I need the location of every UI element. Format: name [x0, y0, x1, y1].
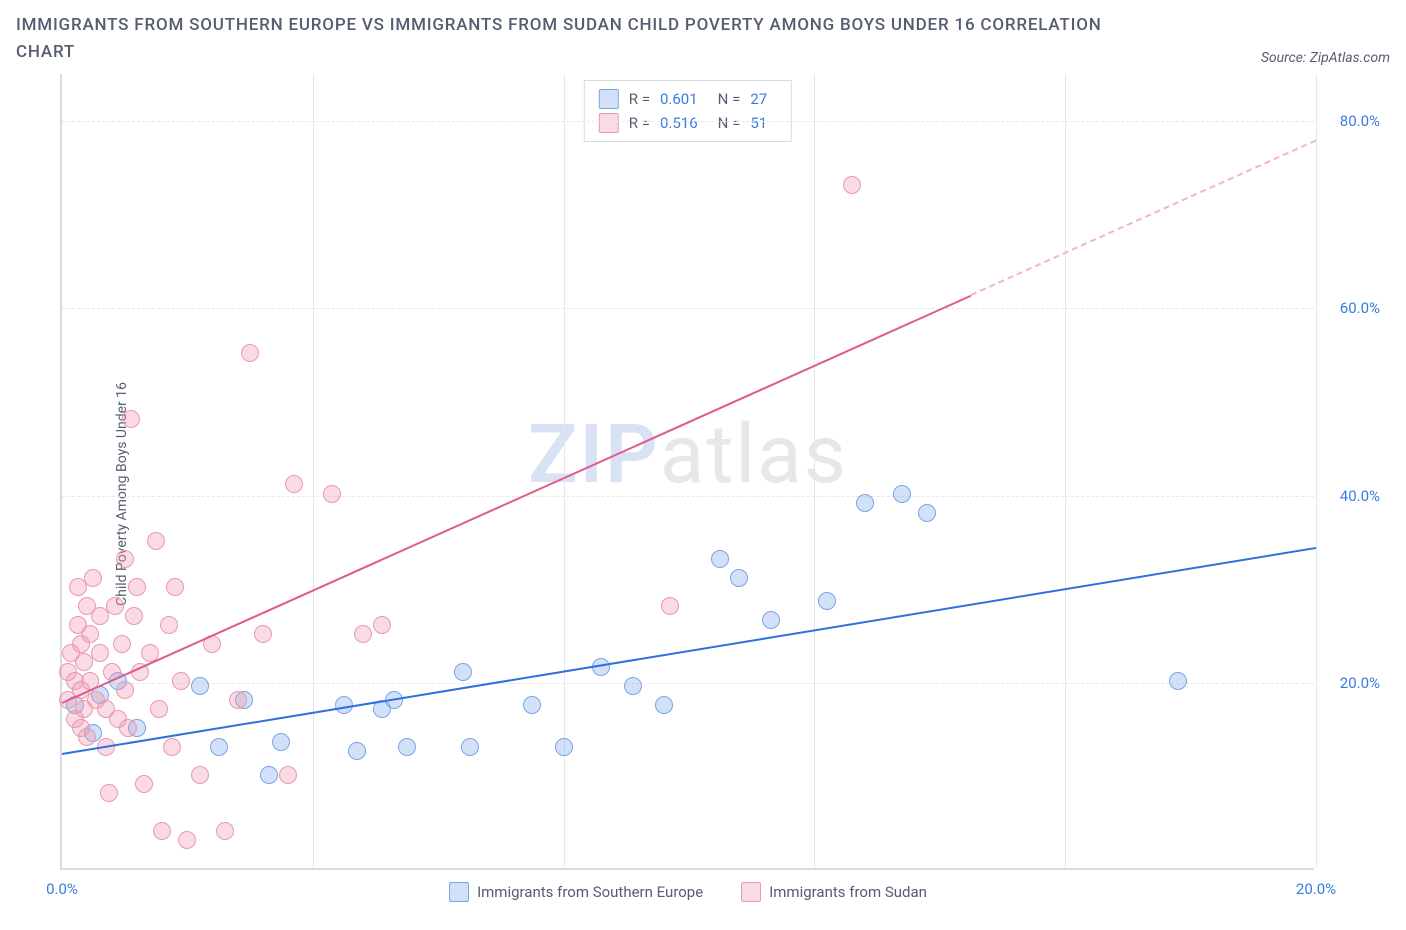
- series-legend: Immigrants from Southern Europe Immigrant…: [62, 882, 1314, 902]
- data-point: [166, 578, 184, 596]
- data-point: [354, 625, 372, 643]
- data-point: [661, 597, 679, 615]
- data-point: [762, 611, 780, 629]
- stat-r-label: R =: [629, 90, 650, 108]
- plot-area: ZIPatlas R = 0.601N = 27R = 0.516N = 51 …: [60, 74, 1314, 870]
- trendline: [62, 295, 972, 704]
- vertical-gridline: [814, 74, 815, 868]
- legend-item: Immigrants from Southern Europe: [449, 882, 703, 902]
- legend-swatch: [449, 882, 469, 902]
- chart-header: IMMIGRANTS FROM SOUTHERN EUROPE VS IMMIG…: [16, 12, 1390, 66]
- data-point: [555, 738, 573, 756]
- data-point: [191, 766, 209, 784]
- vertical-gridline: [1065, 74, 1066, 868]
- data-point: [241, 344, 259, 362]
- watermark-zip: ZIP: [528, 407, 660, 503]
- data-point: [655, 696, 673, 714]
- data-point: [153, 822, 171, 840]
- data-point: [523, 696, 541, 714]
- data-point: [260, 766, 278, 784]
- data-point: [818, 592, 836, 610]
- x-tick-label: 20.0%: [1296, 880, 1336, 898]
- correlation-stats-box: R = 0.601 N = 27 R = 0.516 N = 51: [584, 80, 792, 142]
- data-point: [1169, 672, 1187, 690]
- data-point: [91, 644, 109, 662]
- data-point: [216, 822, 234, 840]
- stat-r-value: 0.601: [660, 90, 698, 108]
- legend-label: Immigrants from Southern Europe: [477, 883, 703, 901]
- data-point: [150, 700, 168, 718]
- data-point: [210, 738, 228, 756]
- data-point: [116, 550, 134, 568]
- legend-label: Immigrants from Sudan: [769, 883, 927, 901]
- stat-n-value: 27: [750, 90, 767, 108]
- data-point: [163, 738, 181, 756]
- data-point: [128, 578, 146, 596]
- trendline-dashed: [971, 140, 1317, 296]
- data-point: [122, 410, 140, 428]
- y-tick-label: 40.0%: [1340, 487, 1380, 505]
- trendline: [62, 547, 1316, 755]
- data-point: [373, 616, 391, 634]
- data-point: [272, 733, 290, 751]
- data-point: [191, 677, 209, 695]
- data-point: [100, 784, 118, 802]
- stat-r-value: 0.516: [660, 114, 698, 132]
- data-point: [113, 635, 131, 653]
- data-point: [81, 625, 99, 643]
- data-point: [78, 728, 96, 746]
- source-attribution: Source: ZipAtlas.com: [1261, 50, 1390, 66]
- data-point: [279, 766, 297, 784]
- series-swatch: [599, 113, 619, 133]
- data-point: [461, 738, 479, 756]
- stat-n-label: N =: [718, 114, 741, 132]
- data-point: [285, 475, 303, 493]
- data-point: [918, 504, 936, 522]
- data-point: [135, 775, 153, 793]
- vertical-gridline: [313, 74, 314, 868]
- data-point: [348, 742, 366, 760]
- horizontal-gridline: [62, 121, 1314, 122]
- data-point: [454, 663, 472, 681]
- data-point: [323, 485, 341, 503]
- data-point: [178, 831, 196, 849]
- vertical-gridline: [1316, 74, 1317, 868]
- data-point: [116, 681, 134, 699]
- stat-r-label: R =: [629, 114, 650, 132]
- horizontal-gridline: [62, 308, 1314, 309]
- legend-swatch: [741, 882, 761, 902]
- data-point: [160, 616, 178, 634]
- legend-item: Immigrants from Sudan: [741, 882, 927, 902]
- data-point: [106, 597, 124, 615]
- data-point: [229, 691, 247, 709]
- data-point: [711, 550, 729, 568]
- chart-container: Child Poverty Among Boys Under 16 ZIPatl…: [16, 74, 1390, 914]
- horizontal-gridline: [62, 683, 1314, 684]
- stat-row: R = 0.601 N = 27: [599, 87, 777, 111]
- y-tick-label: 80.0%: [1340, 112, 1380, 130]
- data-point: [843, 176, 861, 194]
- stat-n-label: N =: [718, 90, 741, 108]
- stat-n-value: 51: [750, 114, 767, 132]
- y-tick-label: 20.0%: [1340, 674, 1380, 692]
- data-point: [125, 607, 143, 625]
- y-tick-label: 60.0%: [1340, 299, 1380, 317]
- data-point: [147, 532, 165, 550]
- data-point: [624, 677, 642, 695]
- data-point: [856, 494, 874, 512]
- horizontal-gridline: [62, 496, 1314, 497]
- data-point: [172, 672, 190, 690]
- data-point: [84, 569, 102, 587]
- stat-row: R = 0.516 N = 51: [599, 111, 777, 135]
- x-tick-label: 0.0%: [46, 880, 78, 898]
- data-point: [254, 625, 272, 643]
- data-point: [730, 569, 748, 587]
- series-swatch: [599, 89, 619, 109]
- data-point: [893, 485, 911, 503]
- data-point: [119, 719, 137, 737]
- data-point: [398, 738, 416, 756]
- chart-title: IMMIGRANTS FROM SOUTHERN EUROPE VS IMMIG…: [16, 12, 1116, 66]
